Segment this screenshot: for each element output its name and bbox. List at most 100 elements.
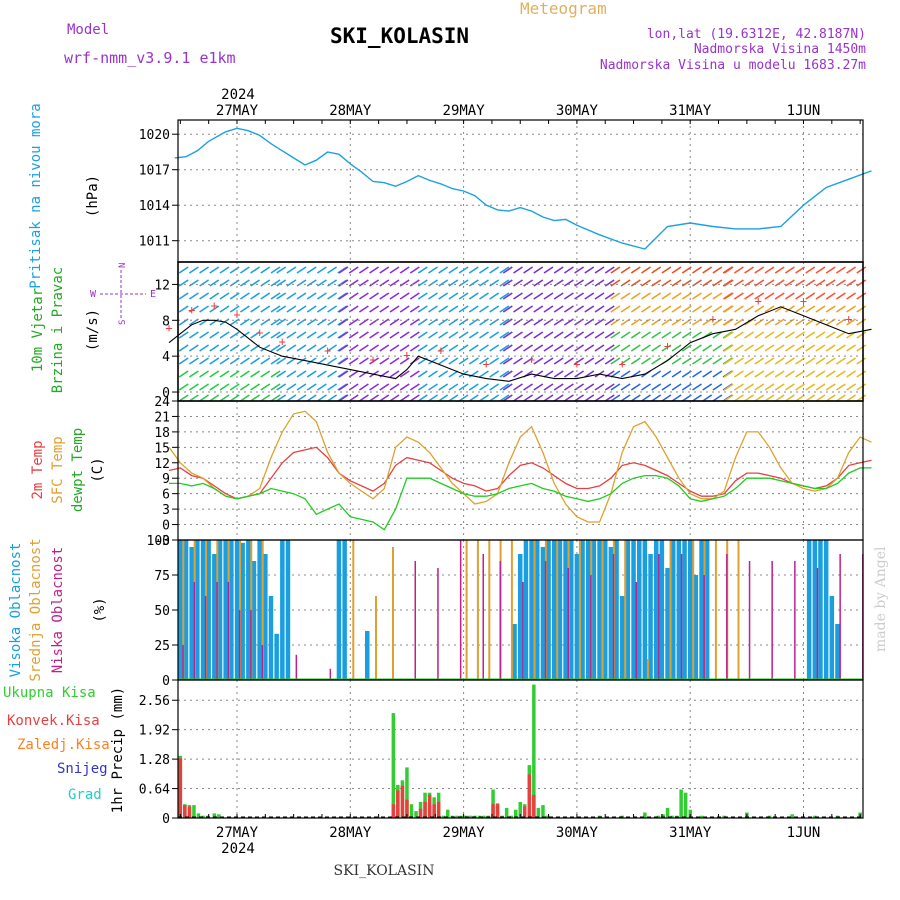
wind-barb (543, 279, 554, 287)
wind-barb (409, 305, 420, 313)
wind-barb (604, 305, 615, 313)
cloud-mid-bar (375, 596, 377, 680)
wind-barb (438, 331, 449, 339)
wind-barb (553, 383, 564, 391)
wind-barb (296, 292, 307, 300)
wind-barb (286, 266, 297, 274)
wind-barb (825, 357, 836, 365)
wind-gust-marker: + (369, 352, 376, 366)
precip-total-bar (665, 807, 670, 818)
wind-barb (835, 279, 846, 287)
wind-barb (733, 292, 744, 300)
wind-barb (846, 305, 857, 313)
cloud-low-bar (482, 554, 484, 680)
wind-barb (513, 357, 523, 365)
wind-barb (856, 318, 867, 326)
wind-barb (856, 292, 867, 300)
cloud-high-bar (829, 596, 835, 680)
wind-barb (499, 292, 510, 300)
wind-barb (502, 370, 513, 378)
wind-barb (754, 305, 765, 313)
wind-barb (661, 331, 672, 339)
wind-barb (448, 370, 459, 378)
wind-barb (553, 279, 564, 287)
wind-barb (661, 266, 672, 274)
y-tick-label: 8 (162, 314, 170, 329)
precip-total-bar (455, 815, 459, 818)
wind-barb (563, 383, 574, 391)
wind-barb (671, 344, 682, 352)
cloud-mid-bar (533, 540, 536, 680)
precip-total-bar (192, 805, 196, 818)
wind-gust-marker: + (800, 294, 807, 308)
wind-barb (499, 279, 510, 287)
wind-barb (286, 383, 297, 391)
wind-barb (856, 279, 867, 287)
wind-barb (178, 318, 189, 326)
wind-barb (784, 383, 795, 391)
wind-barb (523, 344, 534, 352)
wind-barb (513, 383, 523, 391)
pressure-ylabel: (hPa) (85, 175, 101, 217)
precip-total-bar (514, 809, 518, 818)
wind-barb (438, 357, 449, 365)
wind-barb (260, 331, 271, 339)
wind-barb (825, 279, 836, 287)
top-day-label: 1JUN (787, 103, 821, 119)
cloud-low-bar (771, 561, 773, 680)
bottom-day-label: 31MAY (669, 825, 712, 841)
wind-barb (499, 331, 510, 339)
wind-barb (479, 331, 489, 339)
wind-barb (479, 279, 489, 287)
wind-barb (805, 394, 816, 402)
wind-barb (744, 331, 755, 339)
wind-barb (428, 370, 438, 378)
wind-barb (533, 279, 544, 287)
wind-barb (744, 305, 755, 313)
wind-barb (468, 305, 479, 313)
wind-gust-marker: + (233, 308, 240, 322)
precip-ylabel: 1hr Precip (mm) (110, 687, 126, 813)
wind-barb (815, 292, 826, 300)
wind-barb (270, 292, 281, 300)
wind-barb (723, 394, 734, 402)
wind-barb (219, 279, 230, 287)
wind-barb (620, 357, 631, 365)
wind-barb (229, 331, 240, 339)
wind-barb (641, 292, 651, 300)
precip-total-bar (196, 813, 201, 818)
wind-barb (661, 370, 672, 378)
cloud-low-bar (329, 668, 332, 680)
wind-barb (458, 394, 469, 402)
wind-barb (479, 305, 489, 313)
wind-barb (610, 331, 621, 339)
cloud-low-bar (182, 645, 184, 680)
wind-barb (489, 331, 500, 339)
wind-barb (774, 383, 785, 391)
wind-barb (610, 292, 621, 300)
bottom-day-label: 29MAY (443, 825, 486, 841)
y-tick-label: 12 (154, 457, 170, 472)
wind-barb (805, 344, 816, 352)
precip-total-bar (683, 792, 688, 818)
wind-barb (661, 344, 672, 352)
y-tick-label: 25 (154, 639, 170, 654)
wind-barb (805, 383, 816, 391)
wind-barb (702, 292, 713, 300)
cloud-mid-bar (646, 659, 649, 680)
wind-barb (458, 279, 469, 287)
wind-barb (846, 292, 857, 300)
wind-barb (620, 305, 631, 313)
wind-barb (417, 279, 428, 287)
wind-barb (479, 344, 489, 352)
wind-barb (369, 331, 380, 339)
wind-barb (733, 266, 744, 274)
wind-barb (574, 383, 585, 391)
wind-barb (754, 344, 765, 352)
wind-barb (286, 331, 297, 339)
wind-barb (733, 305, 744, 313)
wind-barb (276, 318, 287, 326)
wind-gust-marker: + (188, 303, 195, 317)
wind-barb (188, 357, 199, 365)
